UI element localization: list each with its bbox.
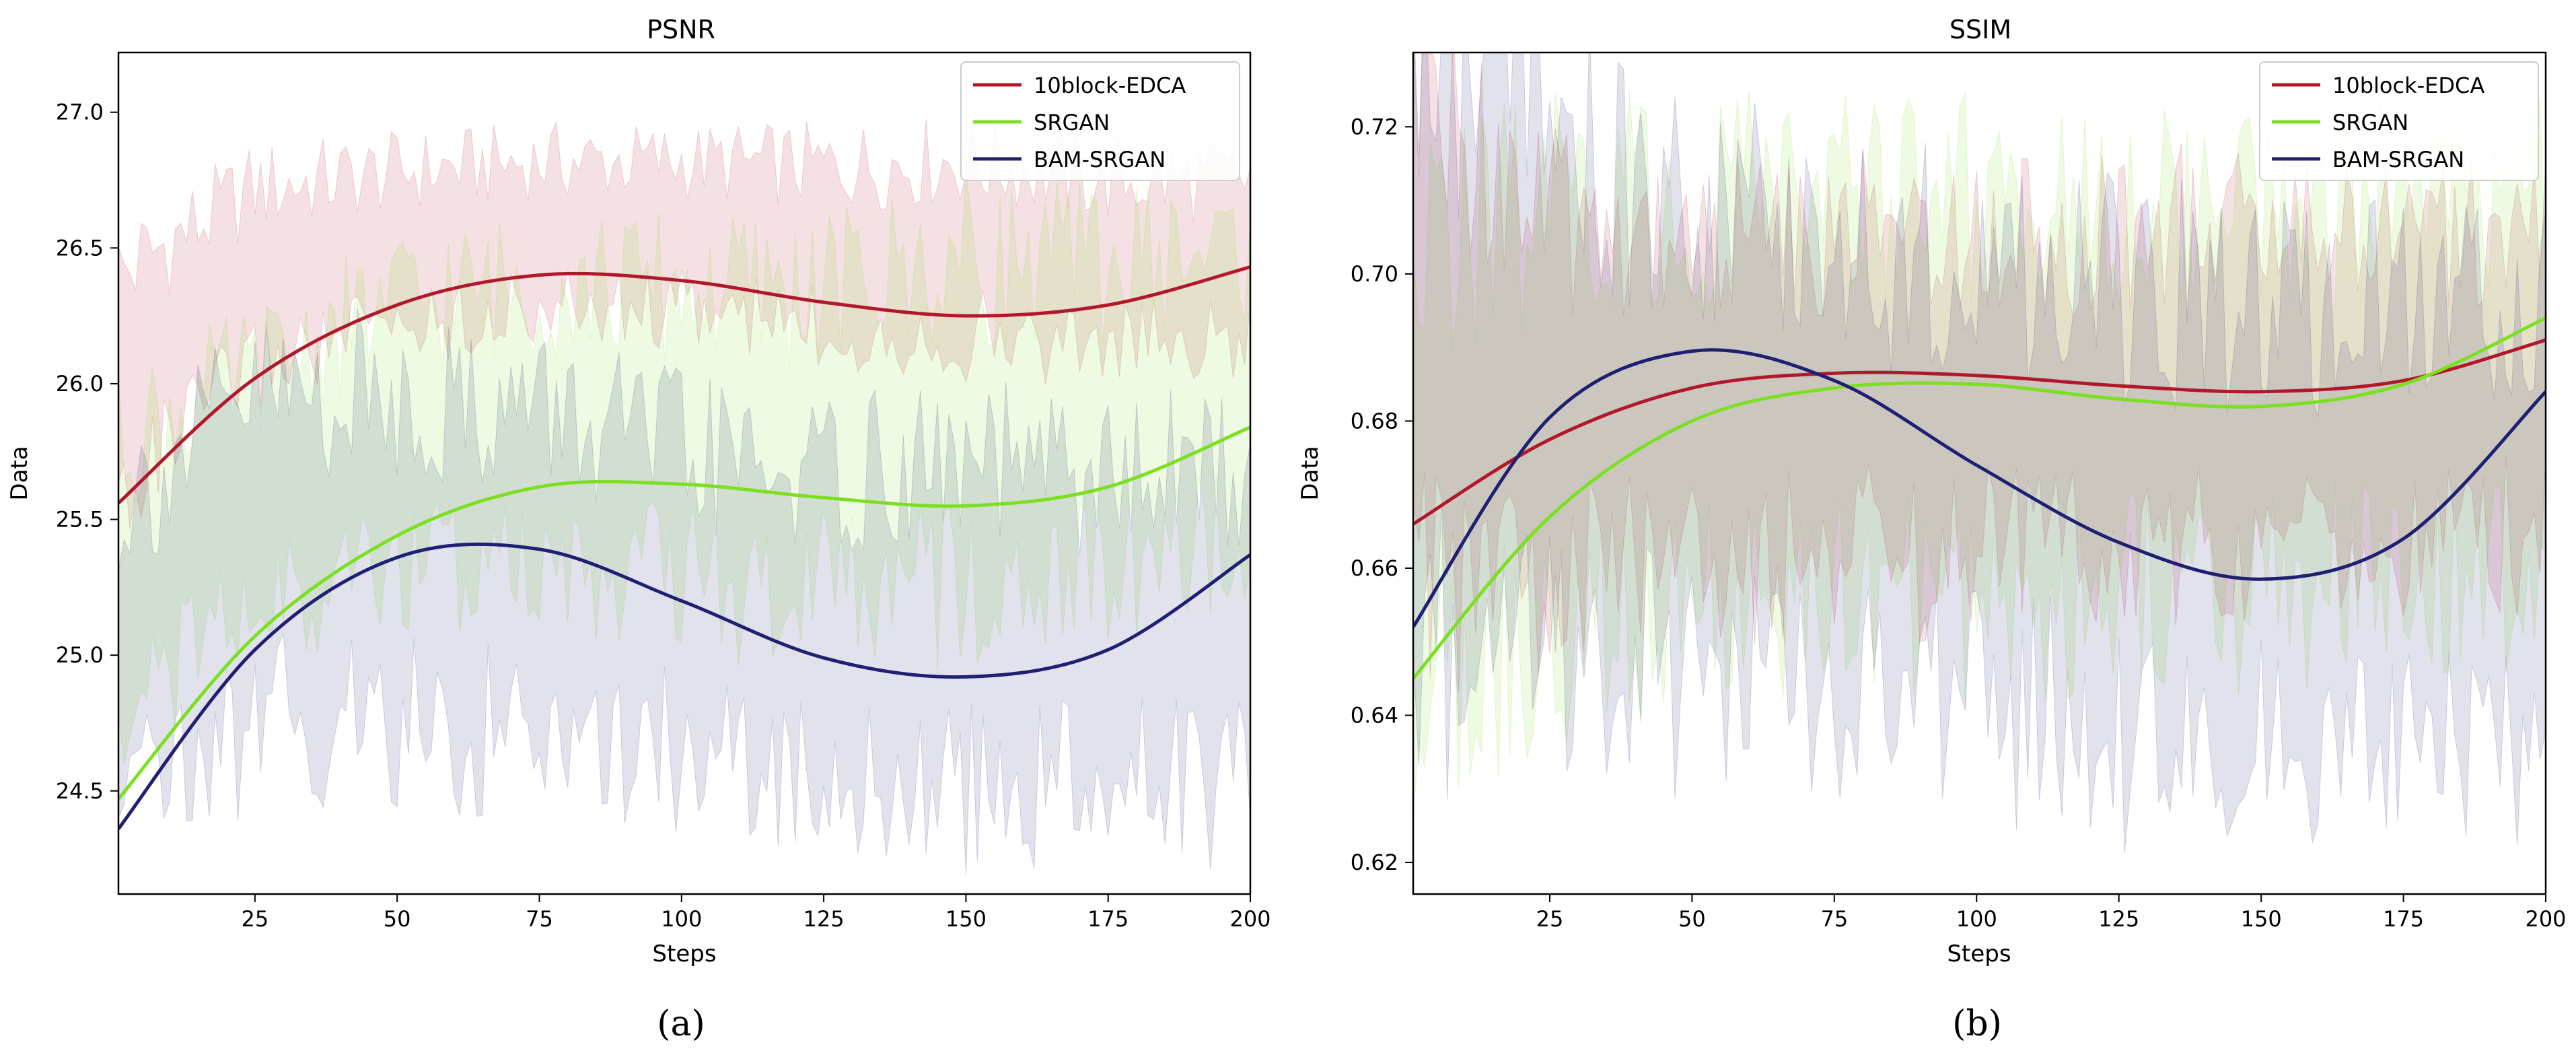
x-tick-label: 200: [2525, 906, 2566, 932]
y-tick-label: 25.5: [56, 507, 104, 533]
x-tick-label: 25: [1536, 906, 1564, 932]
x-tick-label: 175: [2383, 906, 2424, 932]
x-axis-label: Steps: [652, 941, 716, 967]
figure-caption: (b): [1952, 1004, 2002, 1044]
y-tick-label: 26.0: [56, 371, 104, 397]
legend-box: [960, 61, 1240, 181]
confidence-band-bam-srgan: [118, 309, 1250, 875]
x-tick-label: 50: [384, 906, 411, 932]
series-line-10block-edca: [1413, 338, 2546, 526]
series-line-srgan: [1413, 316, 2546, 680]
legend: 10block-EDCA SRGAN BAM-SRGAN: [2259, 61, 2539, 181]
y-tick-label: 0.70: [1351, 261, 1398, 287]
series-line-bam-srgan: [118, 542, 1250, 830]
legend-label-srgan: SRGAN: [1034, 110, 1110, 135]
series-line-bam-srgan: [1413, 348, 2546, 628]
x-tick-label: 25: [241, 906, 269, 932]
chart-title: PSNR: [647, 15, 715, 44]
x-tick-label: 75: [1820, 906, 1848, 932]
y-tick-label: 27.0: [56, 100, 104, 125]
y-tick-label: 0.64: [1351, 702, 1398, 728]
legend-label-10block-edca: 10block-EDCA: [1034, 73, 1186, 98]
y-tick-label: 24.5: [56, 778, 104, 804]
y-tick-label: 0.72: [1351, 114, 1398, 139]
x-tick-label: 100: [1956, 906, 1997, 932]
series-line-10block-edca: [118, 265, 1250, 505]
x-tick-label: 200: [1229, 906, 1271, 932]
x-tick-label: 50: [1678, 906, 1706, 932]
legend-box: [2259, 61, 2539, 181]
y-tick-label: 0.66: [1351, 555, 1398, 581]
x-tick-label: 125: [803, 906, 845, 932]
x-tick-label: 100: [661, 906, 702, 932]
series-line-srgan: [118, 425, 1250, 800]
chart-title: SSIM: [1949, 15, 2011, 44]
y-axis-label: Data: [1297, 446, 1324, 500]
y-axis-label: Data: [6, 446, 33, 500]
figure-caption: (a): [657, 1004, 705, 1044]
psnr-chart: PSNR 25 50 75 100 125 150 175 200 24.5 25.0 25.5 2…: [6, 15, 1271, 1044]
confidence-band-10block-edca: [118, 119, 1250, 529]
plot-area-frame: [117, 51, 1252, 895]
x-axis-label: Steps: [1947, 941, 2011, 967]
legend-label-10block-edca: 10block-EDCA: [2332, 73, 2484, 98]
x-tick-label: 150: [2241, 906, 2282, 932]
legend: 10block-EDCA SRGAN BAM-SRGAN: [960, 61, 1240, 181]
y-tick-label: 0.62: [1351, 850, 1398, 875]
y-tick-label: 0.68: [1351, 408, 1398, 434]
plot-area-frame: [1412, 51, 2547, 895]
x-tick-label: 150: [945, 906, 987, 932]
y-tick-label: 25.0: [56, 642, 104, 668]
confidence-band-bam-srgan: [1413, 53, 2546, 852]
confidence-band-srgan: [1413, 90, 2546, 819]
ssim-chart: SSIM 25 50 75 100 125 150 175 200 0.62 0.64 0.66 0…: [1297, 15, 2567, 1044]
x-tick-label: 125: [2098, 906, 2139, 932]
confidence-band-10block-edca: [1413, 53, 2546, 693]
x-tick-label: 75: [526, 906, 553, 932]
legend-label-srgan: SRGAN: [2332, 110, 2408, 135]
legend-label-bam-srgan: BAM-SRGAN: [2332, 147, 2464, 172]
y-tick-label: 26.5: [56, 235, 104, 261]
legend-label-bam-srgan: BAM-SRGAN: [1034, 147, 1166, 172]
x-tick-label: 175: [1087, 906, 1129, 932]
